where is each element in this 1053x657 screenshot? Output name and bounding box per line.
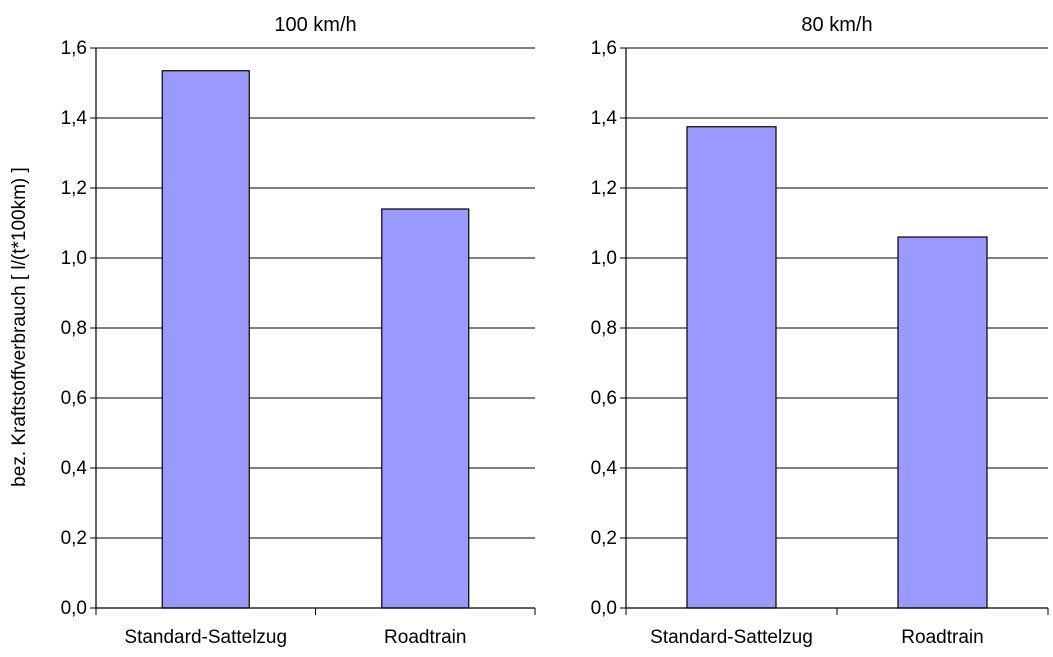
bar bbox=[897, 236, 988, 609]
y-tick-label: 0,0 bbox=[591, 598, 617, 619]
y-tick-label: 1,4 bbox=[61, 108, 88, 129]
y-tick-label: 1,0 bbox=[61, 248, 87, 269]
bar bbox=[381, 208, 470, 609]
y-tick-label: 1,2 bbox=[591, 178, 617, 199]
y-tick-label: 0,4 bbox=[61, 458, 88, 479]
y-tick-label: 1,0 bbox=[591, 248, 617, 269]
y-tick-label: 0,6 bbox=[61, 388, 87, 409]
y-tick-label: 0,4 bbox=[591, 458, 618, 479]
chart-title: 100 km/h bbox=[274, 14, 356, 36]
y-tick-label: 0,2 bbox=[591, 528, 617, 549]
y-axis-label: bez. Kraftstoffverbrauch [ l/(t*100km) ] bbox=[9, 167, 30, 487]
x-tick-label: Roadtrain bbox=[384, 627, 466, 648]
bar bbox=[161, 70, 250, 609]
x-tick-label: Standard-Sattelzug bbox=[124, 627, 287, 648]
bar bbox=[686, 126, 777, 609]
y-tick-label: 1,6 bbox=[591, 38, 617, 59]
y-tick-label: 0,8 bbox=[61, 318, 87, 339]
y-tick-label: 0,6 bbox=[591, 388, 617, 409]
y-tick-label: 0,8 bbox=[591, 318, 617, 339]
y-tick-label: 1,2 bbox=[61, 178, 87, 199]
x-tick-label: Roadtrain bbox=[901, 627, 983, 648]
y-tick-label: 0,0 bbox=[61, 598, 87, 619]
y-tick-label: 1,4 bbox=[591, 108, 618, 129]
chart-title: 80 km/h bbox=[801, 14, 872, 36]
x-tick-label: Standard-Sattelzug bbox=[650, 627, 813, 648]
y-tick-label: 0,2 bbox=[61, 528, 87, 549]
y-tick-label: 1,6 bbox=[61, 38, 87, 59]
